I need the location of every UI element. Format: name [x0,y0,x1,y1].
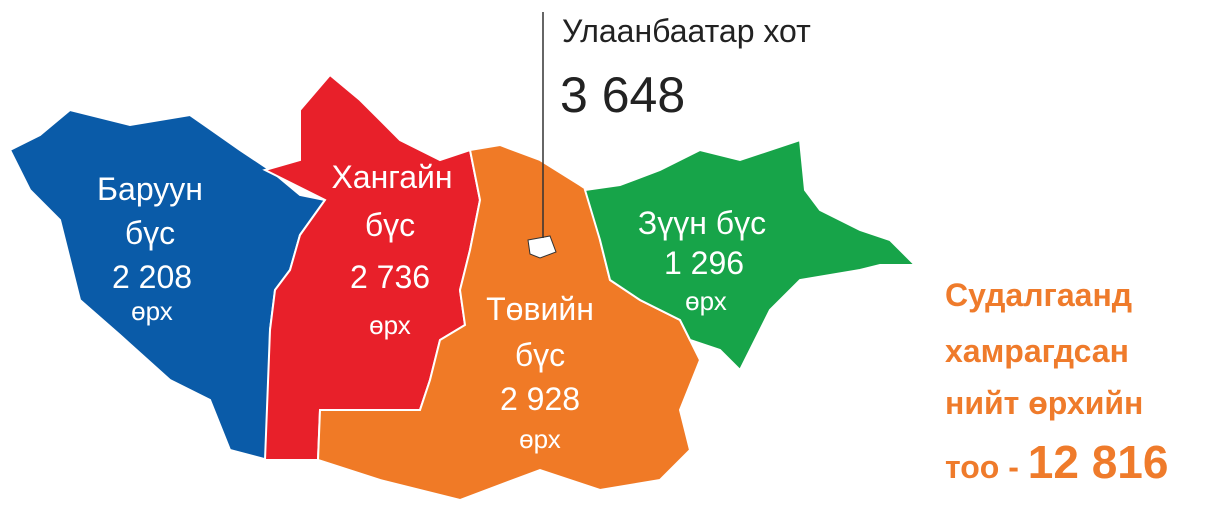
region-unit: өрх [685,286,727,316]
total-line: тоо - 12 816 [945,436,1168,488]
region-value: 2 736 [350,259,430,295]
total-line: нийт өрхийн [945,385,1143,421]
region-name: Зүүн бүс [638,205,766,241]
ulaanbaatar [527,235,557,259]
region-name: бүс [125,215,175,251]
callout-title: Улаанбаатар хот [562,13,811,49]
total-line: хамрагдсан [945,333,1129,369]
region-unit: өрх [369,310,411,340]
total-value: 12 816 [1028,436,1169,488]
callout-value: 3 648 [560,67,685,123]
total-line: Судалгаанд [945,277,1132,313]
region-name: Төвийн [486,291,594,327]
region-value: 1 296 [664,245,744,281]
total-prefix: тоо - [945,449,1028,485]
region-name: бүс [365,207,415,243]
region-name: Баруун [97,171,203,207]
region-unit: өрх [519,424,561,454]
region-name: Хангайн [331,159,452,195]
region-value: 2 208 [112,259,192,295]
region-value: 2 928 [500,381,580,417]
region-name: бүс [515,337,565,373]
region-unit: өрх [131,296,173,326]
region-east [583,138,918,372]
